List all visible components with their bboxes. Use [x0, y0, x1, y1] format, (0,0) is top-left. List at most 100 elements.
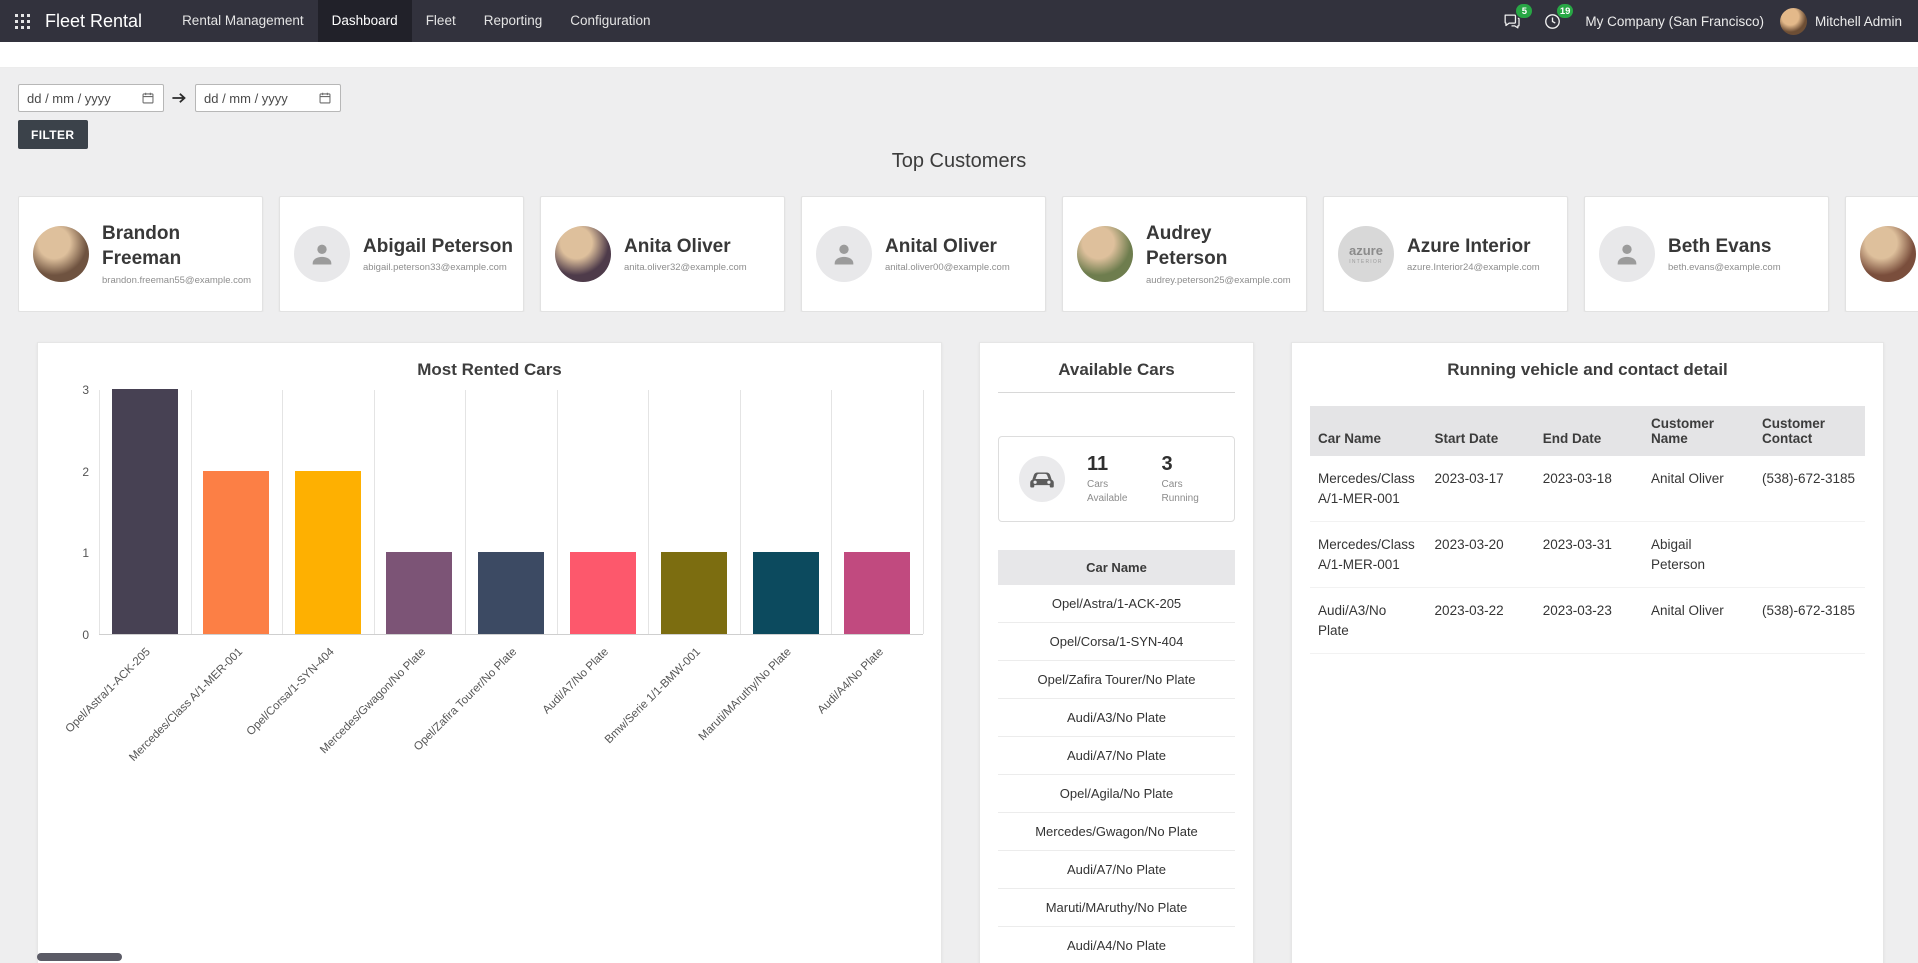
customer-name: Anita Oliver: [624, 235, 731, 257]
nav-menu-reporting[interactable]: Reporting: [483, 13, 543, 28]
x-tick-label: Opel/Astra/1-ACK-205: [63, 646, 154, 736]
customer-avatar: [1077, 226, 1133, 282]
company-switcher[interactable]: My Company (San Francisco): [1585, 13, 1764, 29]
cars-available-label: Cars Available: [1087, 479, 1128, 504]
y-tick-label: 1: [82, 546, 89, 561]
chart-bar: [386, 552, 453, 634]
chart-bar: [478, 552, 544, 634]
user-avatar[interactable]: [1779, 7, 1807, 35]
chart-bar: [752, 552, 819, 634]
y-tick-label: 3: [82, 383, 89, 397]
calendar-icon[interactable]: [141, 91, 155, 105]
chart-bar: [294, 470, 361, 634]
car-icon: [1019, 456, 1065, 502]
date-from-value: dd / mm / yyyy: [27, 90, 111, 106]
customer-avatar: [555, 226, 611, 282]
chart-gridline: [923, 390, 924, 634]
table-cell: (538)-672-3185: [1753, 456, 1865, 523]
table-cell: Anital Oliver: [1642, 456, 1754, 523]
x-tick-label: Mercedes/Class A/1-MER-001: [126, 646, 245, 764]
table-cell: 2023-03-20: [1426, 521, 1535, 589]
chart-bar: [111, 389, 178, 634]
customer-info: Azure Interior azure.Interior24@example.c…: [1407, 235, 1540, 274]
chart-bar: [844, 552, 911, 634]
table-row: Audi/A3/No Plate 2023-03-22 2023-03-23 Anit…: [1310, 587, 1865, 655]
filter-button[interactable]: FILTER: [18, 120, 88, 149]
customer-email: abigail.peterson33@example.com: [363, 262, 507, 274]
customer-name: Brandon Freeman: [102, 223, 182, 269]
cars-stat-card: 11 Cars Available 3 Cars Running: [998, 436, 1235, 522]
customer-cards: Brandon Freeman brandon.freeman55@example…: [18, 196, 1918, 312]
table-row: Mercedes/Class A/1-MER-001 2023-03-17 2023…: [1310, 456, 1865, 523]
table-cell: 2023-03-22: [1426, 587, 1535, 655]
customer-card[interactable]: Brandon Freeman brandon.freeman55@example…: [18, 196, 263, 312]
customer-card[interactable]: azure interior Azure Interior azure.Interio…: [1323, 196, 1568, 312]
chart-gridline: [373, 390, 375, 634]
customer-card[interactable]: [1845, 196, 1918, 312]
chart-x-axis: Opel/Astra/1-ACK-205 Mercedes/Class A/1-M…: [64, 634, 923, 834]
calendar-icon[interactable]: [318, 91, 332, 105]
nav-left: Fleet Rental Rental Management Dashboard F…: [0, 0, 665, 42]
date-to-input[interactable]: dd / mm / yyyy: [195, 84, 341, 112]
table-cell: Abigail Peterson: [1642, 521, 1754, 589]
messages-icon[interactable]: 5: [1491, 0, 1533, 42]
car-list-item: Maruti/MAruthy/No Plate: [998, 889, 1235, 927]
apps-menu-icon[interactable]: [0, 0, 45, 42]
cars-running-label: Cars Running: [1161, 479, 1199, 504]
date-to-value: dd / mm / yyyy: [204, 90, 288, 106]
user-menu[interactable]: Mitchell Admin: [1814, 13, 1902, 29]
x-tick-label: Maruti/MAruthy/No Plate: [697, 646, 795, 744]
x-tick-label: Opel/Corsa/1-SYN-404: [244, 646, 337, 739]
y-tick-label: 2: [82, 464, 89, 479]
customer-card[interactable]: Anital Oliver anital.oliver00@example.com: [801, 196, 1046, 312]
customer-card[interactable]: Abigail Peterson abigail.peterson33@examp…: [279, 196, 524, 312]
cars-available-stat: 11 Cars Available: [1087, 453, 1140, 505]
date-from-input[interactable]: dd / mm / yyyy: [18, 84, 164, 112]
table-header-cell: Customer Contact: [1753, 406, 1865, 456]
nav-menu-dashboard[interactable]: Dashboard: [317, 0, 412, 42]
chart-gridline: [648, 390, 650, 634]
customer-email: beth.evans@example.com: [1668, 262, 1781, 274]
top-customers-title: Top Customers: [891, 150, 1027, 172]
table-cell: Audi/A3/No Plate: [1310, 587, 1427, 655]
customer-card[interactable]: Anita Oliver anita.oliver32@example.com: [540, 196, 785, 312]
chart-plot: 0 1 2 3 Opel/Astra/1-ACK-205 Mercedes/Class A…: [64, 383, 924, 764]
table-cell: [1753, 521, 1865, 589]
nav-menu-rental-management[interactable]: Rental Management: [182, 13, 304, 28]
table-header-cell: End Date: [1534, 406, 1643, 456]
table-cell: Mercedes/Class A/1-MER-001: [1310, 456, 1427, 523]
customer-card[interactable]: Beth Evans beth.evans@example.com: [1584, 196, 1829, 312]
logo-subtext: interior: [1349, 258, 1383, 265]
customer-name: Abigail Peterson: [363, 235, 513, 257]
customer-avatar: azure interior: [1338, 226, 1394, 282]
table-header-cell: Car Name: [1310, 406, 1427, 456]
control-strip: [0, 42, 1918, 68]
x-tick-label: Audi/A4/No Plate: [815, 646, 886, 717]
customer-avatar: [33, 226, 89, 282]
running-table-body: Mercedes/Class A/1-MER-001 2023-03-17 2023…: [1310, 456, 1865, 655]
table-cell: Mercedes/Class A/1-MER-001: [1310, 521, 1427, 589]
nav-menu-fleet[interactable]: Fleet: [425, 13, 456, 28]
cars-running-stat: 3 Cars Running: [1162, 453, 1215, 505]
customer-name: Audrey Peterson: [1146, 223, 1228, 269]
car-list-item: Audi/A4/No Plate: [998, 927, 1235, 963]
activities-badge: 19: [1556, 4, 1574, 18]
chart-bar: [661, 552, 728, 634]
available-cars-title: Available Cars: [1058, 360, 1175, 379]
chart-bar: [569, 552, 636, 634]
running-vehicles-panel: Running vehicle and contact detail Car N…: [1291, 342, 1884, 963]
horizontal-scrollbar-thumb[interactable]: [37, 953, 122, 961]
customer-name: Anital Oliver: [885, 235, 997, 257]
customer-avatar: [1860, 226, 1916, 282]
nav-menu-configuration[interactable]: Configuration: [570, 13, 651, 28]
chart-gridline: [556, 390, 558, 634]
activities-icon[interactable]: 19: [1532, 0, 1574, 42]
customer-name: Azure Interior: [1407, 235, 1531, 257]
table-row: Mercedes/Class A/1-MER-001 2023-03-20 2023…: [1310, 521, 1865, 589]
customer-avatar: [1599, 226, 1655, 282]
customer-email: brandon.freeman55@example.com: [102, 274, 252, 286]
running-table-title: Running vehicle and contact detail: [1447, 360, 1728, 379]
customer-card[interactable]: Audrey Peterson audrey.peterson25@example…: [1062, 196, 1307, 312]
available-cars-panel: Available Cars 11 Cars Available 3 Cars …: [979, 342, 1254, 963]
car-list-item: Mercedes/Gwagon/No Plate: [998, 813, 1235, 851]
